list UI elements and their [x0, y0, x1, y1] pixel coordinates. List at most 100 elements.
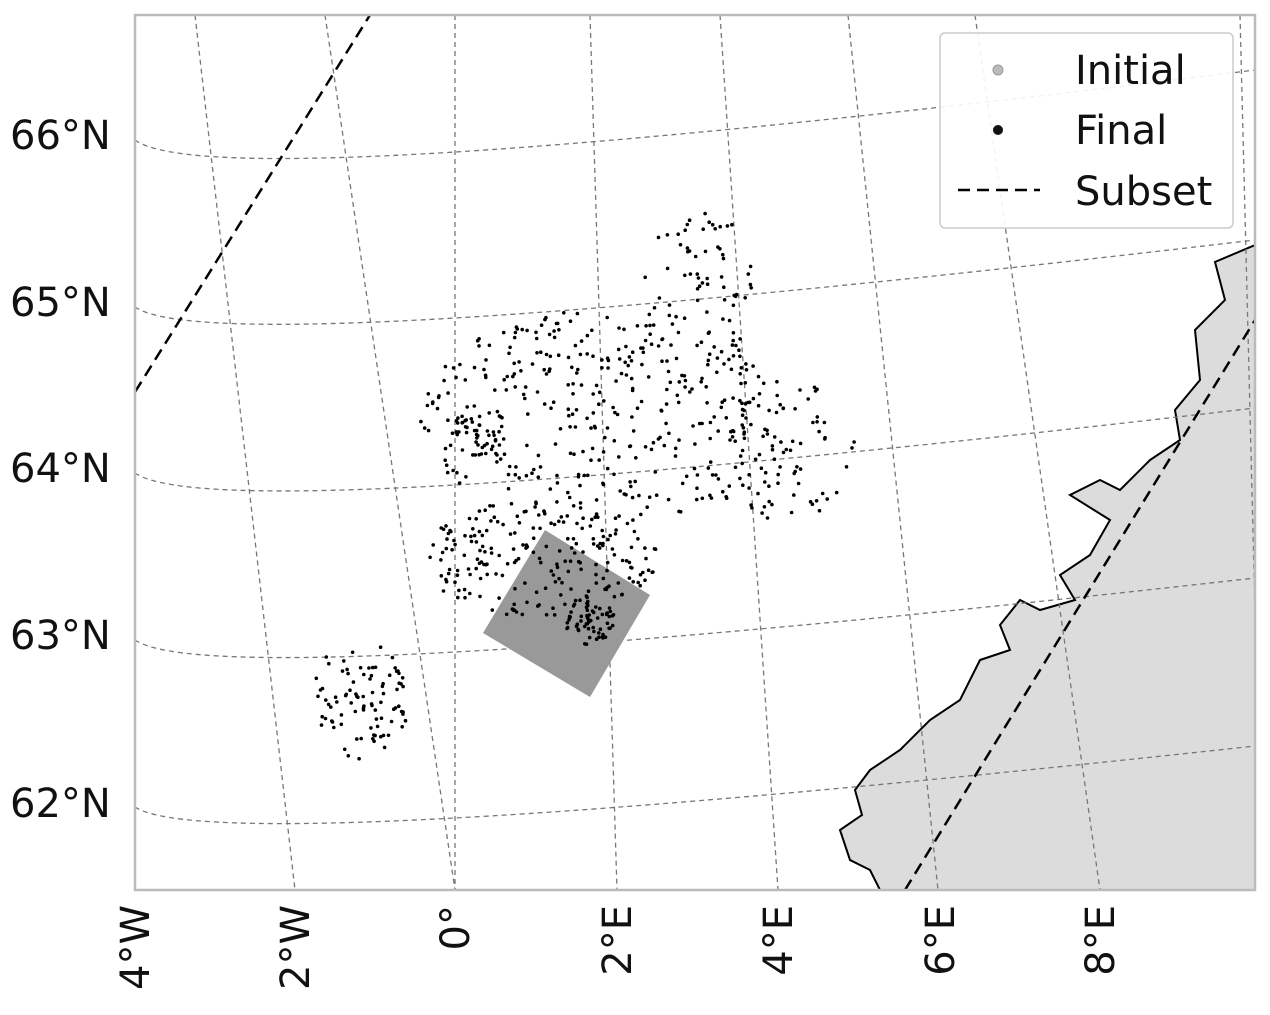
particle — [568, 319, 573, 324]
particle — [531, 526, 536, 530]
particle — [534, 336, 539, 341]
particle — [511, 547, 516, 551]
longitude-line — [847, 15, 939, 890]
particle — [455, 568, 460, 573]
particle — [400, 676, 405, 680]
particle — [534, 501, 538, 506]
particle — [497, 414, 502, 418]
particle — [442, 378, 446, 383]
particle — [548, 354, 553, 359]
particle — [594, 572, 598, 577]
particle — [573, 598, 578, 603]
particle — [709, 496, 714, 500]
particle — [705, 282, 710, 287]
particle — [455, 421, 460, 425]
particle — [651, 323, 656, 327]
particle — [722, 298, 727, 302]
particle — [606, 537, 610, 542]
legend-label: Final — [1075, 108, 1167, 154]
particle — [616, 581, 621, 585]
particle — [501, 330, 506, 335]
particle — [560, 580, 564, 585]
particle — [471, 527, 475, 531]
particle — [647, 495, 652, 500]
particle — [806, 397, 810, 401]
legend-box — [939, 32, 1234, 229]
particle — [625, 521, 630, 526]
particle — [635, 406, 640, 411]
particle — [627, 355, 632, 359]
particle — [579, 619, 583, 623]
particle — [743, 402, 748, 406]
particle — [602, 399, 606, 403]
particle — [516, 556, 521, 561]
particle — [356, 695, 360, 700]
particle — [372, 733, 376, 737]
particle — [524, 546, 528, 550]
particle — [597, 635, 601, 639]
particle — [705, 401, 709, 405]
particle — [770, 502, 774, 507]
particle — [636, 537, 640, 541]
particle — [381, 733, 386, 738]
longitude-line — [589, 15, 618, 890]
particle — [612, 472, 616, 477]
particle — [693, 442, 697, 446]
particle — [585, 333, 590, 338]
particle — [348, 688, 352, 692]
particle — [380, 684, 385, 689]
particle — [379, 700, 383, 705]
particle — [472, 533, 477, 538]
particle — [710, 473, 715, 477]
particle — [455, 573, 460, 577]
particle — [673, 446, 678, 451]
particle — [326, 702, 331, 707]
particle — [569, 610, 573, 614]
particle — [614, 379, 618, 383]
particle — [594, 605, 598, 609]
particle — [646, 568, 651, 572]
particle — [607, 584, 611, 588]
particle — [657, 296, 662, 300]
particle — [695, 287, 700, 291]
particle — [734, 343, 738, 348]
particle — [694, 497, 699, 502]
particle — [474, 440, 478, 444]
subset-line — [135, 15, 372, 393]
particle — [697, 284, 702, 289]
particle — [495, 519, 500, 524]
particle — [440, 550, 445, 555]
particle — [691, 424, 695, 428]
particle — [685, 246, 690, 250]
particle — [683, 385, 687, 389]
particle — [455, 432, 460, 437]
particle — [751, 396, 756, 401]
particle — [817, 508, 822, 513]
particle — [513, 385, 517, 389]
lon-label: 0° — [433, 905, 479, 950]
particle — [633, 479, 637, 484]
particle — [775, 379, 779, 384]
particle — [725, 224, 730, 228]
particle — [578, 352, 583, 357]
particle — [598, 627, 603, 631]
particle — [568, 559, 573, 563]
particle — [676, 400, 681, 405]
particle — [597, 390, 602, 395]
particle — [740, 401, 744, 406]
particle — [706, 358, 711, 363]
particle — [604, 587, 609, 592]
particle — [728, 438, 732, 442]
particle — [731, 396, 735, 400]
particle — [693, 254, 698, 259]
particle — [539, 560, 543, 565]
particle — [629, 545, 634, 550]
particle — [731, 331, 736, 335]
particle — [684, 474, 689, 479]
particle — [608, 626, 612, 630]
particle — [465, 405, 470, 409]
particle — [727, 318, 732, 323]
particle — [369, 726, 373, 730]
particle — [639, 399, 644, 404]
particle — [351, 680, 356, 684]
